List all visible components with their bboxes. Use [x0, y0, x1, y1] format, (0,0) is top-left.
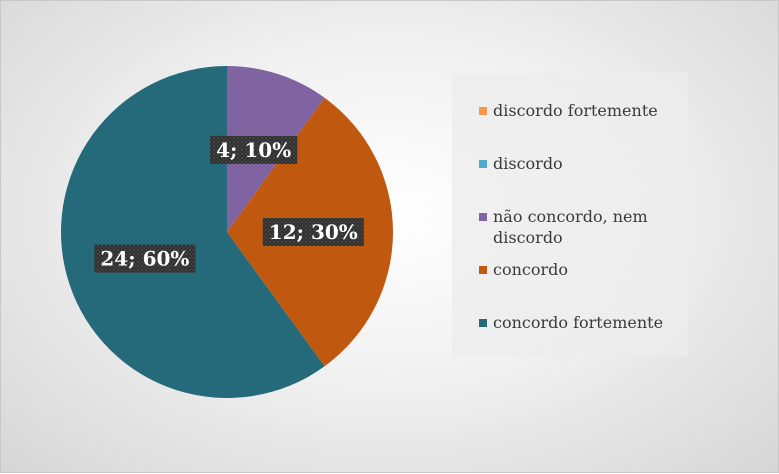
data-label-2: 4; 10%: [210, 135, 298, 164]
legend-item-discordo: discordo: [479, 153, 688, 174]
legend-item-discordo-fortemente: discordo fortemente: [479, 100, 688, 121]
legend-label: discordo fortemente: [493, 101, 658, 120]
legend-swatch: [479, 160, 487, 168]
data-label-4: 24; 60%: [94, 244, 196, 273]
legend-label: não concordo, nem discordo: [493, 207, 648, 247]
legend-swatch: [479, 266, 487, 274]
legend-label: discordo: [493, 154, 563, 173]
data-label-3: 12; 30%: [262, 218, 364, 246]
data-label-box: [210, 135, 298, 164]
legend-item-nao-concordo-nem-discordo: não concordo, nem discordo: [479, 206, 688, 248]
pie-slice-4: [60, 66, 325, 398]
legend-swatch: [479, 319, 487, 327]
legend-item-concordo: concordo: [479, 259, 688, 280]
data-label-text: 12; 30%: [269, 220, 358, 244]
data-label-box: [94, 244, 196, 273]
legend-swatch: [479, 107, 487, 115]
data-label-text: 24; 60%: [100, 247, 189, 271]
legend-item-concordo-fortemente: concordo fortemente: [479, 312, 688, 333]
data-label-box: [262, 218, 364, 246]
legend-label: concordo: [493, 260, 569, 279]
legend-label: concordo fortemente: [493, 313, 664, 332]
legend-swatch: [479, 213, 487, 221]
legend: discordo fortemente discordo não concord…: [452, 73, 688, 356]
data-label-text: 4; 10%: [216, 138, 291, 162]
